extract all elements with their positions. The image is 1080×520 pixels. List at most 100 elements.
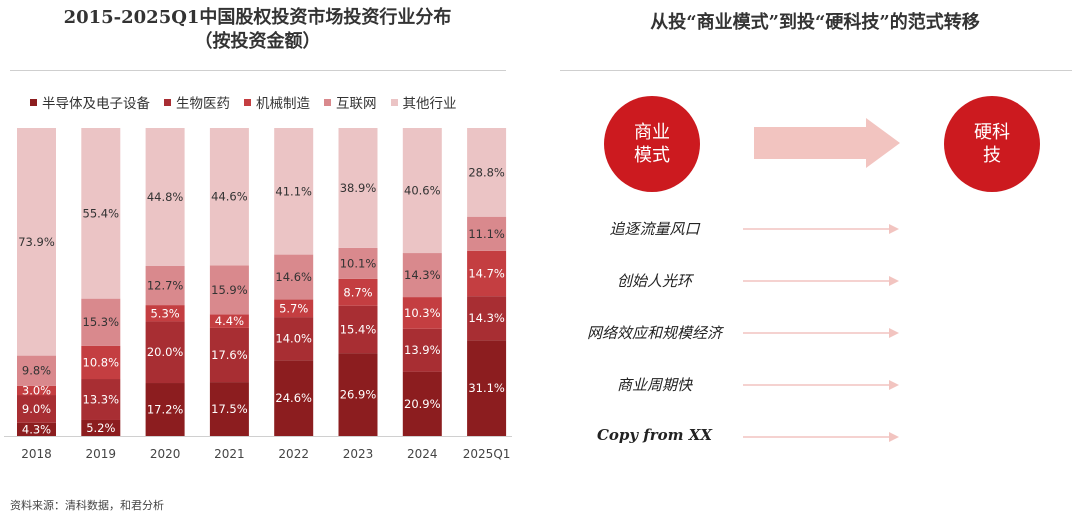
data-label: 17.5% <box>211 402 248 416</box>
x-tick-label: 2022 <box>278 447 309 461</box>
x-tick-label: 2025Q1 <box>463 447 511 461</box>
data-label: 15.3% <box>83 315 120 329</box>
data-label: 38.9% <box>340 181 377 195</box>
data-label: 14.0% <box>275 332 312 346</box>
legend-label: 半导体及电子设备 <box>42 96 150 112</box>
arrow-icon <box>743 432 899 442</box>
chart-title-line-2: （按投资金额） <box>194 31 321 52</box>
bar-segment <box>145 128 185 266</box>
data-label: 31.1% <box>468 381 505 395</box>
bar-segment <box>274 128 314 255</box>
data-label: 26.9% <box>340 388 377 402</box>
data-label: 5.3% <box>150 306 179 320</box>
data-label: 14.3% <box>404 268 441 282</box>
arrow-icon <box>743 380 899 390</box>
bar-segment <box>467 128 507 217</box>
arrow-icon <box>743 224 899 234</box>
bar-segment <box>17 422 56 436</box>
data-label: 13.9% <box>404 343 441 357</box>
bar-segment <box>467 250 507 297</box>
bar-segment <box>145 305 185 322</box>
legend-label: 互联网 <box>336 96 377 112</box>
transition-arrow-icon <box>754 118 900 168</box>
row-label-business-cycle: 商业周期快 <box>616 376 692 394</box>
legend-item: 互联网 <box>324 92 377 112</box>
bar-segment <box>17 385 56 396</box>
data-label: 15.4% <box>340 322 377 336</box>
bar-segment <box>274 254 314 300</box>
legend-swatch <box>30 98 37 106</box>
x-tick-label: 2018 <box>21 447 52 461</box>
data-label: 3.0% <box>22 383 51 397</box>
x-tick-label: 2024 <box>407 447 438 461</box>
data-label: 10.8% <box>83 355 120 369</box>
legend-item: 半导体及电子设备 <box>30 92 150 112</box>
chart-title-divider <box>10 70 506 71</box>
data-label: 14.3% <box>468 311 505 325</box>
data-label: 44.6% <box>211 190 248 204</box>
bar-segment <box>402 253 442 298</box>
bar-segment <box>338 128 378 248</box>
bar-segment <box>17 395 56 423</box>
bar-segment <box>402 128 442 254</box>
bar-segment <box>274 360 314 436</box>
legend-swatch <box>390 98 398 106</box>
chart-title-line-1: 2015-2025Q1中国股权投资市场投资行业分布 <box>63 7 452 28</box>
row-label-traffic: 追逐流量风口 <box>609 220 700 238</box>
data-label: 28.8% <box>468 165 505 179</box>
x-tick-label: 2020 <box>150 447 181 461</box>
bar-segment <box>17 355 56 386</box>
arrow-icon <box>743 276 899 286</box>
data-label: 17.6% <box>211 348 248 362</box>
bar-segment <box>467 296 507 341</box>
data-label: 15.9% <box>211 283 248 297</box>
bar-segment <box>145 321 185 384</box>
bar-segment <box>402 297 442 329</box>
data-label: 5.2% <box>86 421 115 435</box>
bar-segment <box>81 298 121 346</box>
bar-segment <box>145 383 185 436</box>
x-tick-label: 2021 <box>214 447 245 461</box>
bar-segment <box>274 299 314 318</box>
legend-item: 机械制造 <box>244 92 310 112</box>
bar-segment <box>402 371 442 436</box>
bar-segment <box>402 328 442 372</box>
right-title: 从投“商业模式”到投“硬科技”的范式转移 <box>650 12 980 33</box>
legend-label: 生物医药 <box>176 96 230 112</box>
data-label: 55.4% <box>83 206 120 220</box>
data-label: 44.8% <box>147 190 184 204</box>
bar-segment <box>81 379 121 420</box>
legend-swatch <box>244 98 251 106</box>
legend-label: 机械制造 <box>256 96 310 112</box>
legend-swatch <box>324 98 331 106</box>
legend-swatch <box>164 98 171 106</box>
right-title-divider <box>560 70 1072 71</box>
data-label: 10.3% <box>404 306 441 320</box>
bar-segment <box>209 265 249 315</box>
bar-segment <box>209 382 249 436</box>
bar-segment <box>209 314 249 328</box>
bar-segment <box>467 216 507 251</box>
legend-item: 其他行业 <box>390 92 457 112</box>
data-label: 9.8% <box>22 364 51 378</box>
bar-segment <box>338 247 378 279</box>
bar-segment <box>209 128 249 266</box>
bar-segment <box>338 353 378 436</box>
bar-segment <box>81 128 121 299</box>
bar-segment <box>467 340 507 436</box>
hard-tech-label: 硬科 技 <box>974 122 1010 166</box>
chart-title: 2015-2025Q1中国股权投资市场投资行业分布 （按投资金额） <box>10 6 505 54</box>
bar-segment <box>17 128 56 356</box>
data-label: 40.6% <box>404 184 441 198</box>
bar-segment <box>274 317 314 361</box>
data-label: 4.4% <box>215 314 244 328</box>
data-label: 20.9% <box>404 397 441 411</box>
data-label: 20.0% <box>147 345 184 359</box>
data-label: 41.1% <box>275 184 312 198</box>
x-tick-label: 2019 <box>86 447 117 461</box>
bar-segment <box>145 265 185 306</box>
data-label: 14.7% <box>468 267 505 281</box>
arrow-icon <box>743 328 899 338</box>
data-label: 13.3% <box>83 393 120 407</box>
row-label-founder: 创始人光环 <box>616 272 692 290</box>
